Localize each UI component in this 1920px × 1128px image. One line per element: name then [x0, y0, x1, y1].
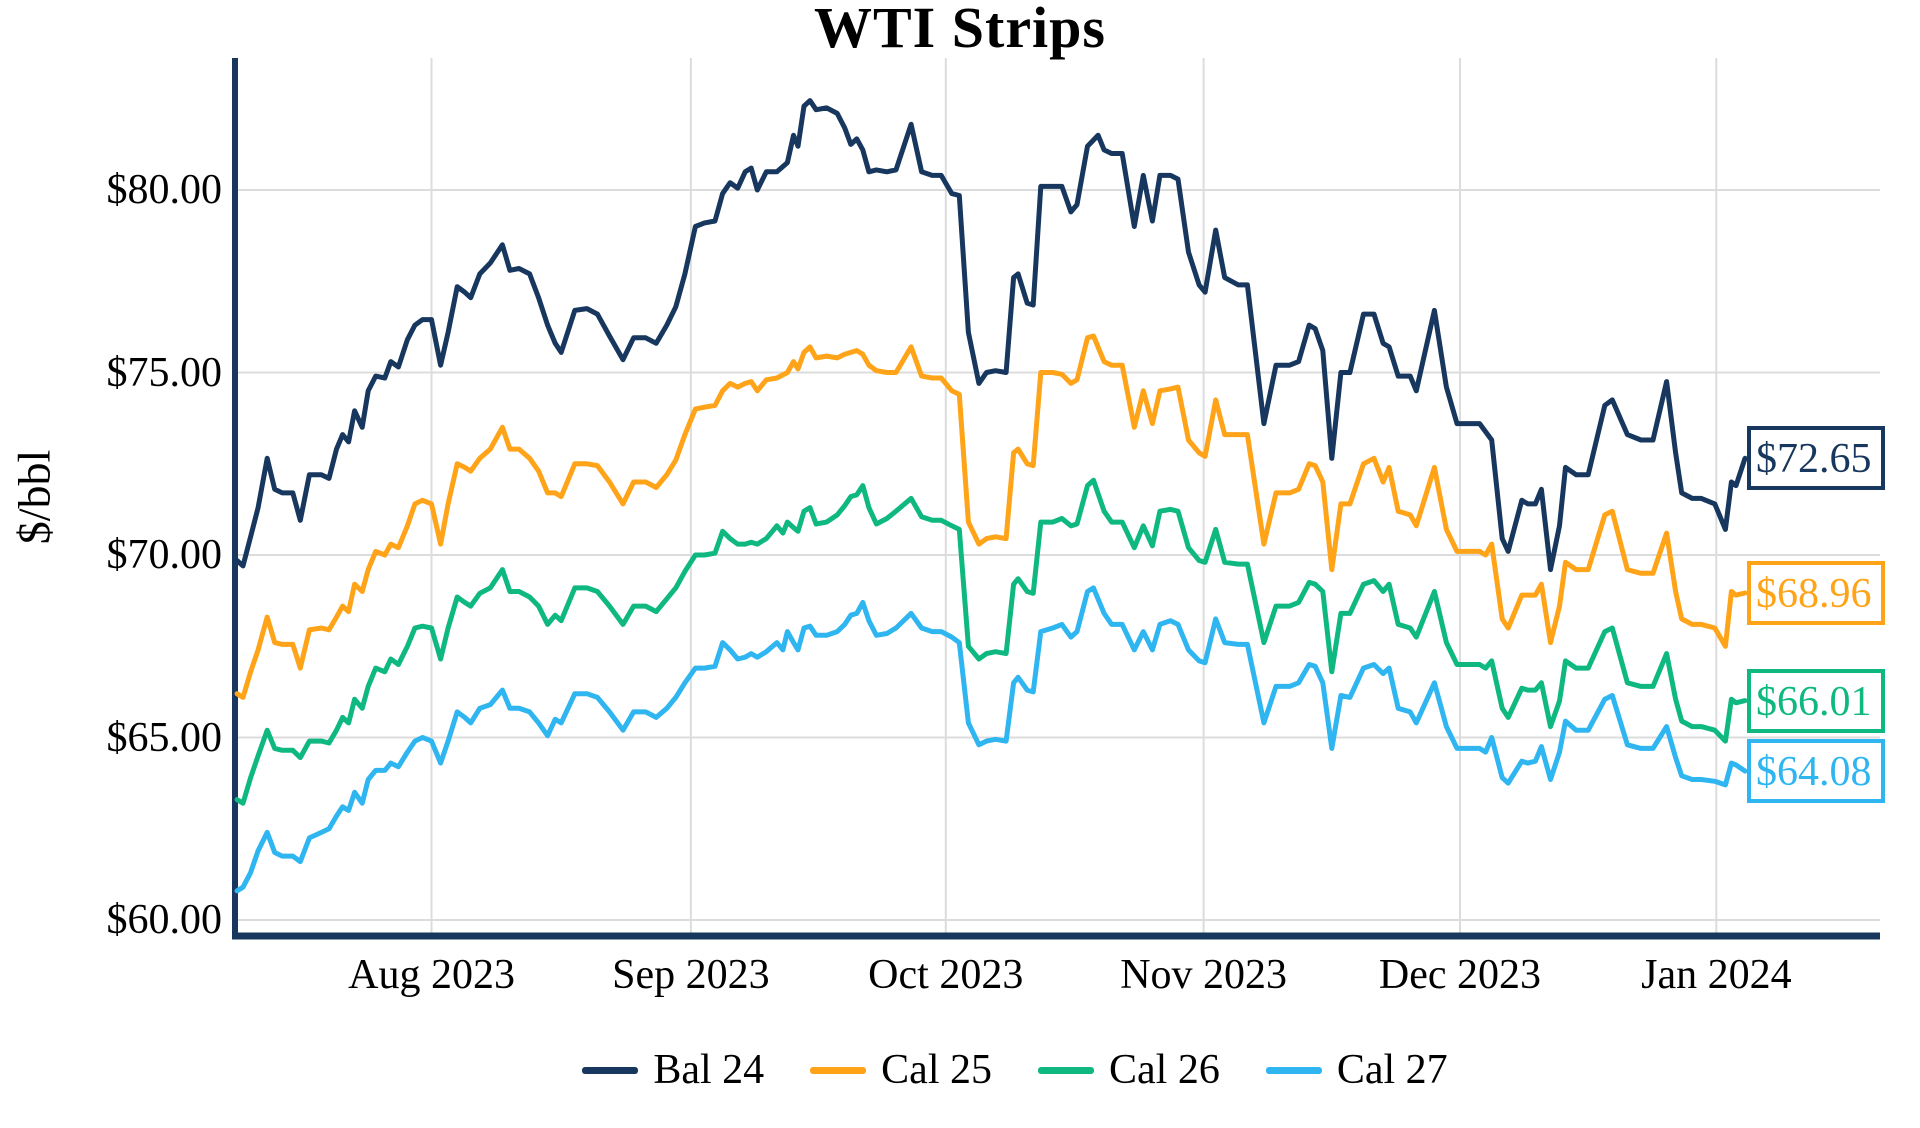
- x-tick-label: Jan 2024: [1641, 952, 1792, 998]
- x-tick-label: Sep 2023: [612, 952, 770, 998]
- y-tick-label: $65.00: [106, 714, 223, 761]
- legend-label: Cal 26: [1109, 1047, 1220, 1093]
- series-line-cal-25: [234, 333, 1748, 700]
- x-tick-label: Aug 2023: [348, 952, 515, 998]
- legend-item-cal-27: Cal 27: [1265, 1046, 1448, 1094]
- y-tick-label: $60.00: [106, 897, 223, 943]
- x-tick-label: Dec 2023: [1378, 952, 1542, 998]
- legend-item-cal-26: Cal 26: [1038, 1046, 1220, 1094]
- legend-label: Bal 24: [653, 1047, 765, 1093]
- legend-item-cal-25: Cal 25: [810, 1046, 992, 1094]
- legend-swatch-icon: [1265, 1066, 1322, 1074]
- end-label-cal-25: $68.96: [1747, 560, 1885, 625]
- y-tick-label: $70.00: [106, 532, 223, 578]
- legend-swatch-icon: [810, 1066, 867, 1074]
- series-line-cal-26: [234, 477, 1748, 806]
- legend: Bal 24 Cal 25 Cal 26 Cal 27: [0, 1046, 1920, 1094]
- y-tick-label: $75.00: [106, 349, 223, 396]
- series-line-cal-27: [234, 585, 1748, 894]
- legend-label: Cal 25: [881, 1047, 992, 1093]
- end-label-bal-24: $72.65: [1747, 426, 1885, 491]
- legend-swatch-icon: [1038, 1066, 1094, 1074]
- chart-title: WTI Strips: [813, 0, 1106, 60]
- legend-item-bal-24: Bal 24: [582, 1046, 764, 1094]
- x-tick-label: Nov 2023: [1120, 952, 1288, 998]
- legend-label: Cal 27: [1336, 1047, 1448, 1093]
- legend-swatch-icon: [582, 1066, 639, 1074]
- end-label-cal-27: $64.08: [1747, 739, 1885, 804]
- y-tick-label: $80.00: [106, 167, 223, 213]
- series-line-bal-24: [234, 98, 1748, 573]
- end-label-cal-26: $66.01: [1747, 668, 1885, 733]
- x-tick-label: Oct 2023: [868, 952, 1024, 998]
